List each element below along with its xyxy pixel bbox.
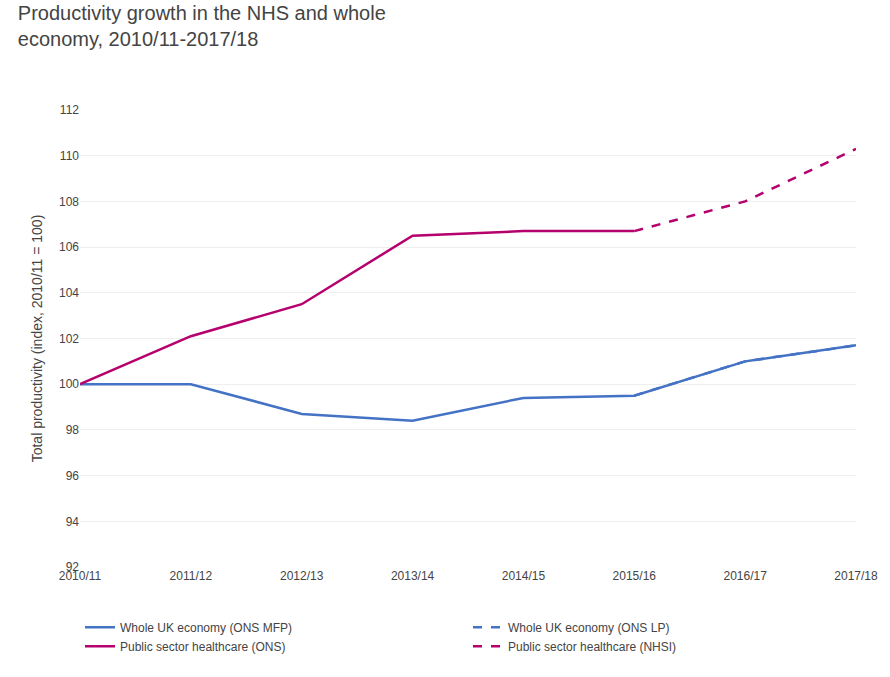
svg-text:2013/14: 2013/14 [391,569,435,583]
svg-text:112: 112 [60,103,79,117]
svg-text:Whole UK economy (ONS LP): Whole UK economy (ONS LP) [508,621,669,635]
svg-text:102: 102 [59,332,79,346]
svg-text:Total productivity (index, 201: Total productivity (index, 2010/11 = 100… [29,215,45,463]
svg-text:Public sector healthcare (ONS): Public sector healthcare (ONS) [120,640,285,654]
svg-text:104: 104 [59,286,79,300]
svg-text:100: 100 [59,377,79,391]
svg-text:2011/12: 2011/12 [170,569,213,583]
svg-text:2010/11: 2010/11 [59,569,102,583]
svg-text:Public sector healthcare (NHSI: Public sector healthcare (NHSI) [508,640,676,654]
svg-text:2015/16: 2015/16 [613,569,657,583]
svg-text:98: 98 [66,423,80,437]
svg-text:2014/15: 2014/15 [502,569,546,583]
svg-text:2016/17: 2016/17 [723,569,767,583]
svg-text:2017/18: 2017/18 [834,569,878,583]
svg-text:110: 110 [60,149,79,163]
svg-text:Whole UK economy (ONS MFP): Whole UK economy (ONS MFP) [120,621,292,635]
svg-text:96: 96 [66,469,80,483]
svg-text:108: 108 [59,195,79,209]
svg-text:94: 94 [66,515,80,529]
svg-text:92: 92 [66,560,80,574]
svg-text:2012/13: 2012/13 [280,569,324,583]
svg-text:106: 106 [59,240,79,254]
svg-text:Productivity growth in the NHS: Productivity growth in the NHS and whole… [18,2,386,50]
